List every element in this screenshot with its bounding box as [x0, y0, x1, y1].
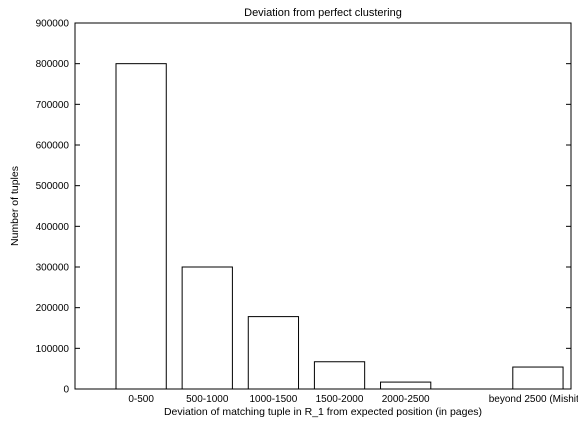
y-tick-label: 800000 — [36, 59, 70, 70]
y-tick-label: 100000 — [36, 344, 70, 355]
y-tick-label: 400000 — [36, 222, 70, 233]
bar — [247, 316, 300, 390]
y-tick-label: 500000 — [36, 181, 70, 192]
y-tick-label: 200000 — [36, 303, 70, 314]
y-axis-ticks: 0 100000 200000 300000 400000 500000 600000 700… — [36, 19, 571, 396]
x-tick-label: 1500-2000 — [316, 394, 364, 405]
x-tick-label: 0-500 — [128, 394, 154, 405]
bar — [380, 381, 432, 390]
chart-title: Deviation from perfect clustering — [244, 7, 402, 19]
bar — [115, 63, 167, 390]
x-tick-label: 500-1000 — [186, 394, 229, 405]
bar — [181, 266, 233, 390]
bar — [313, 361, 366, 390]
x-tick-label: 1000-1500 — [249, 394, 297, 405]
x-tick-label: beyond 2500 (Mishits) — [489, 394, 578, 405]
y-tick-label: 900000 — [36, 19, 70, 30]
x-axis-ticks: 0-500 500-1000 1000-1500 1500-2000 2000-2500… — [128, 394, 578, 405]
x-axis-label: Deviation of matching tuple in R_1 from … — [164, 406, 482, 418]
x-tick-label: 2000-2500 — [382, 394, 430, 405]
y-axis-label: Number of tuples — [9, 166, 21, 246]
y-tick-label: 600000 — [36, 141, 70, 152]
y-tick-label: 700000 — [36, 100, 70, 111]
y-tick-label: 0 — [63, 385, 69, 396]
bar — [512, 366, 564, 390]
bars — [115, 63, 564, 390]
y-tick-label: 300000 — [36, 263, 70, 274]
